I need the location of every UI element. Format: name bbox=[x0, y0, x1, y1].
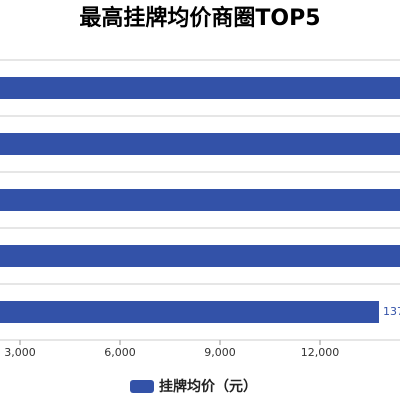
legend-swatch bbox=[130, 380, 154, 393]
legend-label: 挂牌均价（元） bbox=[159, 378, 257, 395]
x-tick-label: 12,000 bbox=[301, 346, 340, 359]
bar bbox=[0, 301, 379, 323]
bar bbox=[0, 133, 400, 155]
bar bbox=[0, 245, 400, 267]
chart-title: 最高挂牌均价商圈TOP5 bbox=[79, 5, 320, 31]
bar bbox=[0, 189, 400, 211]
data-label: 13770 bbox=[383, 305, 400, 318]
x-tick-label: 9,000 bbox=[204, 346, 236, 359]
x-tick-label: 6,000 bbox=[104, 346, 136, 359]
x-tick-label: 3,000 bbox=[4, 346, 36, 359]
bar bbox=[0, 77, 400, 99]
